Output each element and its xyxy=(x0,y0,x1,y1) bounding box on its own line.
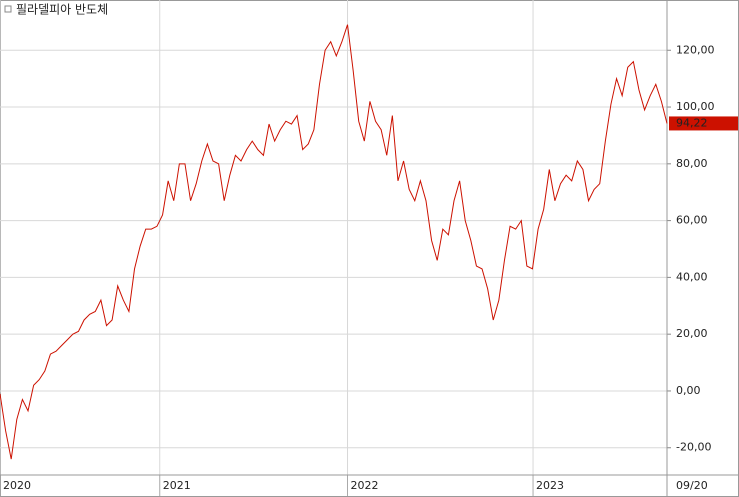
last-price-tag xyxy=(669,116,738,131)
x-tick-label: 09/20 xyxy=(676,479,708,492)
legend-icon xyxy=(4,5,12,13)
y-tick-label: 120,00 xyxy=(676,43,715,56)
x-tick-label: 2022 xyxy=(351,479,379,492)
y-tick-label: -20,00 xyxy=(676,441,711,454)
y-tick-label: 0,00 xyxy=(676,384,701,397)
y-tick-label: 20,00 xyxy=(676,327,708,340)
last-price-label: 94,22 xyxy=(676,116,708,129)
x-tick-label: 2020 xyxy=(3,479,31,492)
y-tick-label: 80,00 xyxy=(676,157,708,170)
x-tick-label: 2023 xyxy=(536,479,564,492)
y-tick-label: 100,00 xyxy=(676,100,715,113)
x-tick-label: 2021 xyxy=(163,479,191,492)
y-tick-label: 40,00 xyxy=(676,270,708,283)
price-line xyxy=(0,24,668,460)
y-tick-label: 60,00 xyxy=(676,214,708,227)
chart-title: 필라델피아 반도체 xyxy=(16,3,108,17)
